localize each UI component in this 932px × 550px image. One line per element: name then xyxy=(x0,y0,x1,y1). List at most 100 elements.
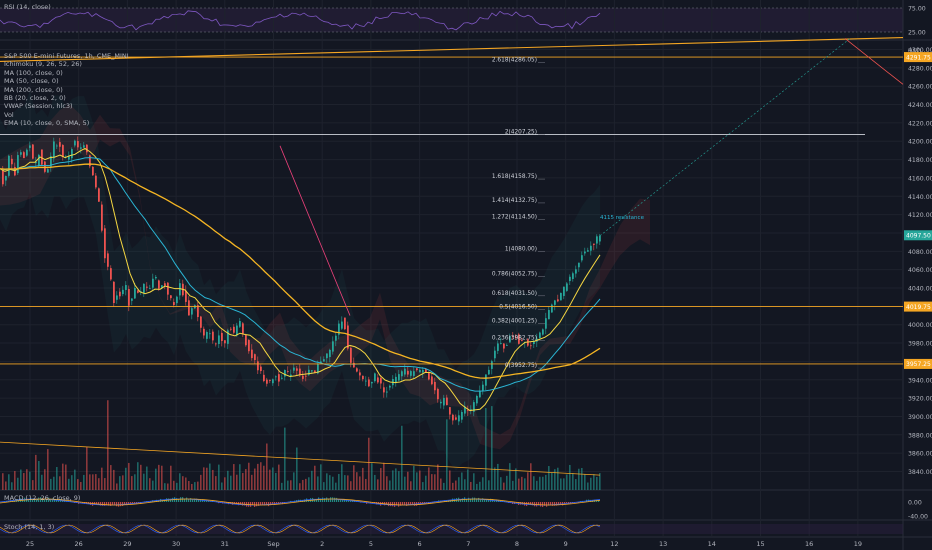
candle-body xyxy=(398,374,400,381)
candle-body xyxy=(371,381,373,384)
volume-bar xyxy=(485,408,487,490)
volume-bar xyxy=(344,475,346,490)
legend-indicator[interactable]: MA (200, close, 0) xyxy=(4,85,63,94)
fib-level-label: 1(4080.00) xyxy=(505,246,537,252)
macd-histogram-bar xyxy=(598,499,600,502)
volume-bar xyxy=(476,483,478,490)
macd-histogram-bar xyxy=(138,502,140,503)
volume-bar xyxy=(458,477,460,490)
legend-indicator[interactable]: BB (20, close, 2, 0) xyxy=(4,94,66,103)
macd-histogram-bar xyxy=(336,497,338,502)
resistance-annotation: 4115 resistance xyxy=(600,215,645,221)
volume-bar xyxy=(416,472,418,490)
candle-body xyxy=(560,292,562,301)
legend-indicator[interactable]: Ichimoku (9, 26, 52, 26) xyxy=(4,60,82,69)
candle-body xyxy=(584,251,586,254)
candle-body xyxy=(572,273,574,279)
candle-body xyxy=(206,332,208,339)
volume-bar xyxy=(155,468,157,490)
macd-histogram-bar xyxy=(280,502,282,503)
candle-body xyxy=(503,343,505,349)
macd-histogram-bar xyxy=(476,498,478,502)
volume-bar xyxy=(401,425,403,490)
candle-body xyxy=(479,390,481,398)
candle-body xyxy=(29,145,31,148)
macd-histogram-bar xyxy=(156,499,158,502)
fib-level-label: 1.272(4114.50) xyxy=(492,215,537,221)
candle-body xyxy=(377,377,379,383)
candle-body xyxy=(470,409,472,411)
volume-bar xyxy=(272,467,274,490)
macd-histogram-bar xyxy=(46,499,48,502)
volume-bar xyxy=(149,478,151,490)
candle-body xyxy=(62,145,64,157)
macd-histogram-bar xyxy=(98,502,100,505)
volume-bar xyxy=(356,472,358,490)
volume-bar xyxy=(131,476,133,490)
macd-histogram-bar xyxy=(260,502,262,506)
volume-bar xyxy=(194,482,196,490)
macd-histogram-bar xyxy=(194,498,196,502)
candle-body xyxy=(197,305,199,318)
volume-bar xyxy=(506,475,508,490)
macd-line xyxy=(0,498,601,506)
candle-body xyxy=(482,384,484,391)
candle-body xyxy=(476,395,478,404)
macd-histogram-bar xyxy=(190,498,192,502)
volume-bar xyxy=(347,475,349,490)
candle-body xyxy=(92,166,94,176)
candle-body xyxy=(227,330,229,344)
candle-body xyxy=(38,154,40,166)
legend-indicator[interactable]: EMA (10, close, 0, SMA, 5) xyxy=(4,119,90,128)
volume-bar xyxy=(269,469,271,490)
volume-bar xyxy=(557,467,559,490)
volume-bar xyxy=(164,483,166,490)
ichimoku-cloud xyxy=(0,104,650,450)
volume-bar xyxy=(374,474,376,490)
candle-body xyxy=(494,350,496,359)
macd-histogram-bar xyxy=(80,502,82,503)
volume-bar xyxy=(221,482,223,490)
volume-bar xyxy=(83,474,85,490)
legend-indicator[interactable]: VWAP (Session, hlc3) xyxy=(4,102,73,111)
volume-bar xyxy=(323,482,325,490)
macd-histogram-bar xyxy=(466,498,468,502)
candle-body xyxy=(44,161,46,172)
macd-histogram-bar xyxy=(130,502,132,504)
volume-bar xyxy=(62,463,64,490)
volume-bar xyxy=(404,476,406,490)
legend-indicator[interactable]: Vol xyxy=(4,110,14,119)
candle-body xyxy=(122,289,124,295)
volume-bar xyxy=(86,447,88,490)
candle-body xyxy=(566,283,568,291)
volume-bar xyxy=(455,480,457,490)
macd-histogram-bar xyxy=(126,502,128,506)
macd-histogram-bar xyxy=(392,502,394,507)
candle-body xyxy=(77,141,79,148)
price-label-text: 4291.75 xyxy=(906,54,931,61)
price-label-text: 4019.75 xyxy=(906,304,931,311)
macd-histogram-bar xyxy=(70,500,72,502)
candle-body xyxy=(134,288,136,299)
volume-bar xyxy=(200,474,202,490)
volume-bar xyxy=(452,482,454,490)
candle-body xyxy=(500,343,502,344)
candle-body xyxy=(95,175,97,188)
candle-body xyxy=(215,343,217,345)
macd-histogram-bar xyxy=(552,502,554,506)
candle-body xyxy=(203,328,205,336)
legend-indicator[interactable]: MA (50, close, 0) xyxy=(4,77,59,86)
macd-histogram-bar xyxy=(344,499,346,502)
volume-bar xyxy=(578,468,580,490)
candle-body xyxy=(41,149,43,165)
candle-body xyxy=(533,341,535,345)
volume-bar xyxy=(80,482,82,490)
macd-histogram-bar xyxy=(182,497,184,502)
volume-bar xyxy=(17,477,19,490)
macd-histogram-bar xyxy=(170,498,172,502)
y-tick-label: 4260.00 xyxy=(908,84,932,91)
volume-bar xyxy=(305,478,307,490)
legend-indicator[interactable]: MA (100, close, 0) xyxy=(4,68,63,77)
volume-bar xyxy=(119,476,121,490)
